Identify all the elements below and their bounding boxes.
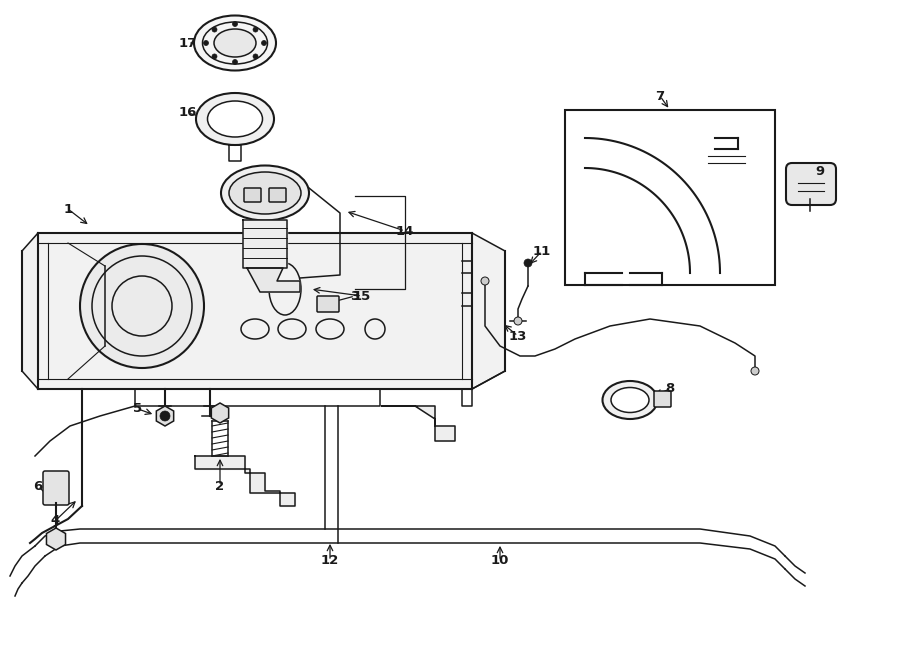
Circle shape [514, 317, 522, 325]
Circle shape [751, 367, 759, 375]
Text: 6: 6 [33, 479, 42, 492]
Ellipse shape [214, 29, 256, 57]
Circle shape [212, 54, 217, 59]
Bar [565, 110, 775, 285]
FancyBboxPatch shape [269, 188, 286, 202]
Ellipse shape [196, 93, 274, 145]
Polygon shape [382, 406, 455, 441]
Text: 4: 4 [50, 514, 59, 527]
Circle shape [253, 27, 258, 32]
Text: 8: 8 [665, 383, 675, 395]
Text: 11: 11 [533, 245, 551, 258]
Ellipse shape [221, 165, 309, 221]
Circle shape [203, 40, 209, 46]
Polygon shape [22, 233, 505, 389]
FancyBboxPatch shape [43, 471, 69, 505]
Ellipse shape [611, 387, 649, 412]
Ellipse shape [602, 381, 658, 419]
Text: 5: 5 [133, 403, 142, 416]
Text: 15: 15 [353, 290, 371, 303]
Circle shape [160, 411, 170, 421]
Polygon shape [195, 456, 295, 506]
Polygon shape [247, 268, 300, 292]
FancyBboxPatch shape [244, 188, 261, 202]
FancyBboxPatch shape [317, 296, 339, 312]
Text: 2: 2 [215, 479, 225, 492]
Text: 7: 7 [655, 89, 664, 102]
Circle shape [232, 22, 238, 26]
Circle shape [262, 40, 266, 46]
Ellipse shape [208, 101, 263, 137]
Text: 10: 10 [491, 555, 509, 568]
Polygon shape [243, 220, 287, 268]
Circle shape [524, 259, 532, 267]
Text: 16: 16 [179, 106, 197, 120]
Text: 3: 3 [350, 290, 360, 303]
Circle shape [232, 59, 238, 65]
Text: 14: 14 [396, 225, 414, 237]
Text: 12: 12 [321, 555, 339, 568]
Ellipse shape [194, 15, 276, 71]
Text: 17: 17 [179, 36, 197, 50]
Circle shape [80, 244, 204, 368]
Text: 9: 9 [815, 165, 824, 178]
FancyBboxPatch shape [654, 391, 671, 407]
Circle shape [212, 27, 217, 32]
Circle shape [253, 54, 258, 59]
Text: 1: 1 [63, 202, 73, 215]
FancyBboxPatch shape [786, 163, 836, 205]
Text: 13: 13 [508, 329, 527, 342]
Ellipse shape [229, 172, 301, 214]
Circle shape [481, 277, 489, 285]
